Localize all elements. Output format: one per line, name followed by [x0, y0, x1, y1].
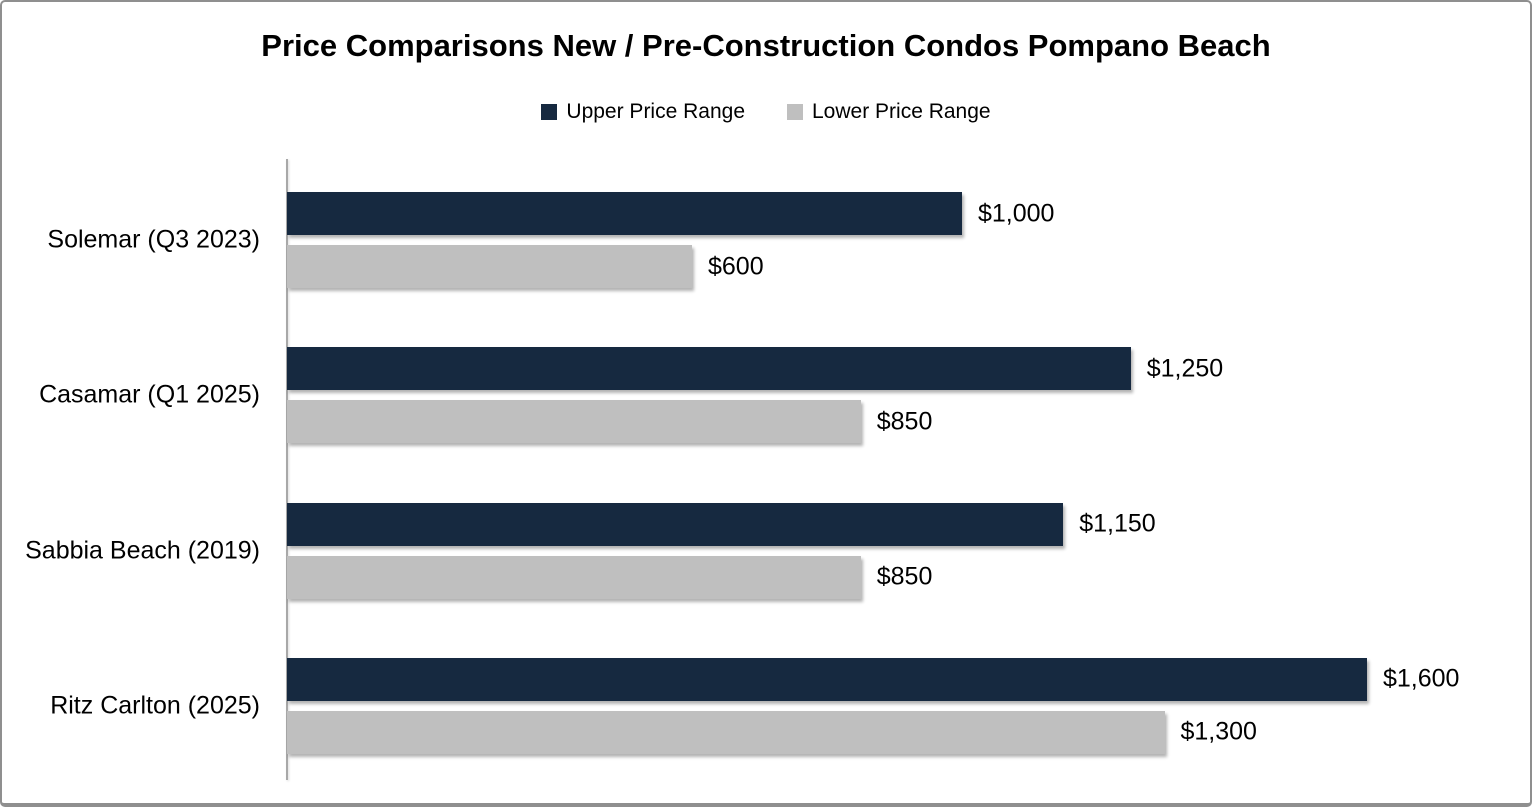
bar-lower-price: [287, 245, 692, 288]
category-label: Casamar (Q1 2025): [39, 380, 260, 409]
category-label: Sabbia Beach (2019): [25, 536, 260, 564]
legend-swatch-lower-icon: [787, 104, 803, 120]
y-axis-line: [286, 159, 288, 780]
plot-area: $1,000 $600 $1,250 $850 $1,150 $850 $1,600 $1,3…: [286, 159, 1517, 780]
value-label: $1,150: [1079, 509, 1156, 538]
legend-label-lower: Lower Price Range: [812, 100, 991, 123]
value-label: $850: [876, 407, 933, 436]
bar-upper-price: [287, 192, 962, 235]
bar-upper-price: [287, 657, 1367, 701]
legend: Upper Price Range Lower Price Range: [2, 100, 1530, 124]
category-label: Solemar (Q3 2023): [47, 225, 260, 254]
bar-upper-price: [287, 347, 1131, 391]
legend-label-upper: Upper Price Range: [566, 100, 745, 123]
value-label: $600: [708, 252, 764, 280]
bar-lower-price: [287, 555, 861, 599]
bar-lower-price: [287, 710, 1165, 754]
legend-item-lower: Lower Price Range: [787, 100, 991, 124]
value-label: $1,000: [978, 199, 1055, 227]
legend-item-upper: Upper Price Range: [541, 100, 745, 124]
value-label: $1,600: [1383, 664, 1460, 693]
legend-swatch-upper-icon: [541, 104, 558, 120]
bar-upper-price: [287, 502, 1064, 546]
value-label: $850: [876, 562, 933, 591]
bar-lower-price: [287, 400, 861, 444]
value-label: $1,250: [1146, 354, 1224, 383]
category-labels: Solemar (Q3 2023) Casamar (Q1 2025) Sabbia…: [2, 2, 260, 803]
chart-title: Price Comparisons New / Pre-Construction…: [261, 28, 1271, 63]
value-label: $1,300: [1180, 717, 1257, 746]
category-label: Ritz Carlton (2025): [50, 691, 260, 720]
